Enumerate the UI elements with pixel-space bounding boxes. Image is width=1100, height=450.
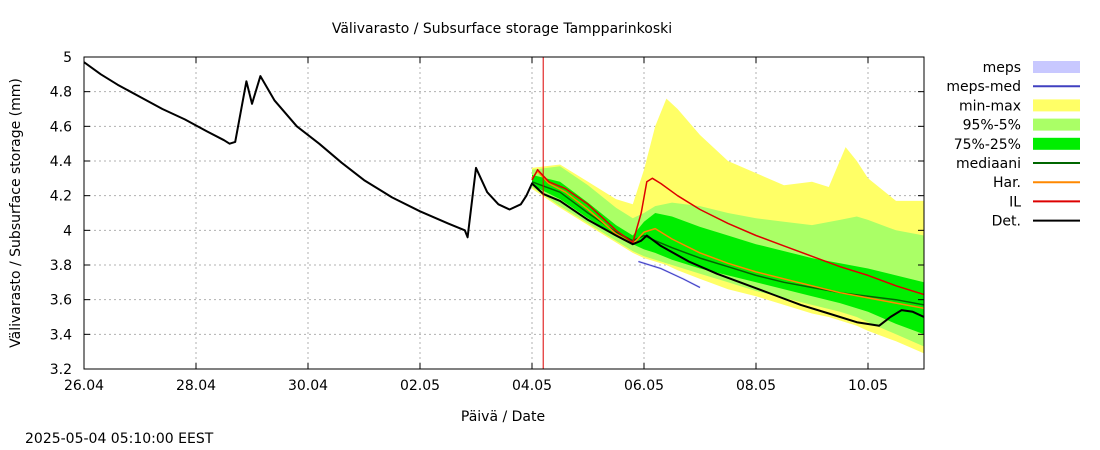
legend-label: IL — [1009, 194, 1021, 210]
y-tick-label: 3.8 — [50, 258, 72, 274]
legend-swatch — [1033, 118, 1080, 131]
timestamp: 2025-05-04 05:10:00 EEST — [25, 431, 214, 447]
y-tick-label: 5 — [63, 50, 72, 66]
y-tick-label: 3.2 — [50, 362, 72, 378]
x-tick-label: 02.05 — [400, 378, 440, 394]
legend-swatch — [1033, 61, 1080, 73]
y-axis-label: Välivarasto / Subsurface storage (mm) — [8, 78, 24, 348]
legend-label: 95%-5% — [963, 118, 1021, 134]
plot-frame — [83, 56, 925, 370]
ticks: 26.04 28.04 30.04 02.05 04.05 06.05 08.05 10.05… — [50, 50, 924, 394]
y-tick-label: 4 — [63, 223, 72, 239]
x-tick-label: 04.05 — [512, 378, 552, 394]
legend-label: meps — [983, 60, 1021, 76]
y-tick-label: 4.2 — [50, 189, 72, 205]
y-tick-label: 4.4 — [50, 154, 72, 170]
x-tick-label: 28.04 — [176, 378, 216, 394]
legend-swatch — [1033, 99, 1080, 112]
series-line-il — [531, 168, 924, 296]
y-tick-label: 3.6 — [50, 293, 72, 309]
x-tick-label: 08.05 — [736, 378, 776, 394]
series-line-har — [531, 170, 924, 310]
y-tick-label: 3.4 — [50, 327, 72, 343]
x-axis-label: Päivä / Date — [461, 409, 545, 425]
legend: meps meps-med min-max 95%-5% 75%-25% mediaani… — [946, 60, 1080, 230]
series-line-det — [84, 61, 924, 327]
legend-label: 75%-25% — [954, 137, 1021, 153]
legend-label: Har. — [993, 175, 1021, 191]
legend-label: Det. — [992, 214, 1021, 230]
band-75-25- — [532, 174, 924, 335]
legend-swatch — [1033, 137, 1080, 150]
series-lines — [84, 57, 924, 369]
y-tick-label: 4.6 — [50, 119, 72, 135]
chart-title: Välivarasto / Subsurface storage Tamppar… — [332, 21, 672, 37]
y-tick-label: 4.8 — [50, 85, 72, 101]
legend-label: mediaani — [956, 156, 1021, 172]
legend-label: meps-med — [946, 79, 1021, 95]
x-tick-label: 10.05 — [848, 378, 888, 394]
x-tick-label: 26.04 — [64, 378, 104, 394]
bands — [532, 98, 924, 354]
series-line-meps-med — [638, 261, 701, 288]
legend-label: min-max — [959, 98, 1021, 114]
x-tick-label: 30.04 — [288, 378, 328, 394]
x-tick-label: 06.05 — [624, 378, 664, 394]
